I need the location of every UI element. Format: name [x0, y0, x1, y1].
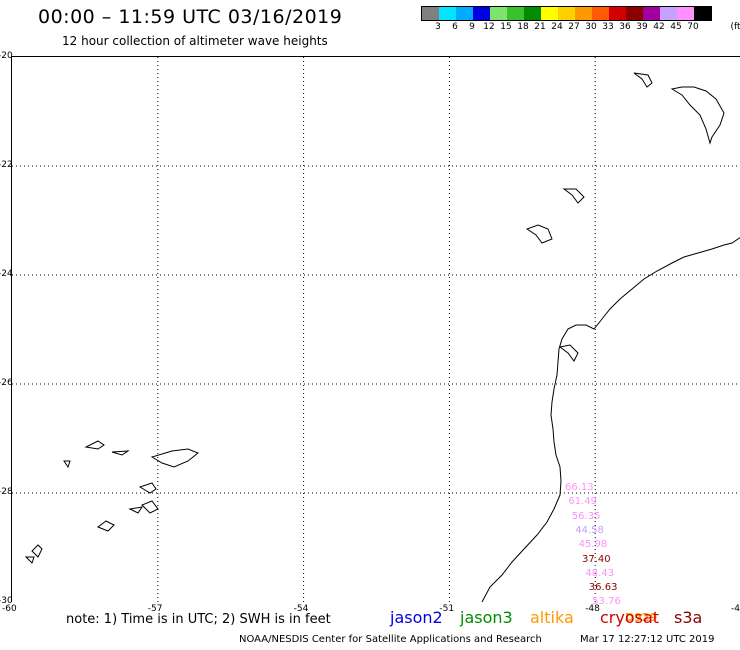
longitude-label: -48 — [585, 604, 600, 614]
footer-timestamp: Mar 17 12:27:12 UTC 2019 — [580, 634, 715, 645]
colorbar-swatch — [592, 7, 609, 20]
colorbar-tick-label: 30 — [585, 22, 597, 32]
wave-height-label: 36.63 — [588, 582, 618, 594]
coastline-segment — [111, 450, 130, 456]
colorbar-swatch — [643, 7, 660, 20]
colorbar-swatch — [422, 7, 439, 20]
wave-height-label: 44.58 — [575, 524, 604, 536]
colorbar-swatch — [439, 7, 456, 20]
footer-note: note: 1) Time is in UTC; 2) SWH is in fe… — [66, 612, 331, 627]
colorbar-swatch — [677, 7, 694, 20]
colorbar-swatch — [575, 7, 592, 20]
latitude-label: -22 — [0, 160, 13, 170]
colorbar-swatch — [626, 7, 643, 20]
colorbar-tick-label: 9 — [469, 22, 475, 32]
colorbar-swatch — [524, 7, 541, 20]
colorbar-swatch — [507, 7, 524, 20]
colorbar-tick-label: 21 — [534, 22, 546, 32]
colorbar-tick-label: 18 — [517, 22, 529, 32]
wave-height-label: 61.49 — [568, 496, 598, 508]
colorbar-tick-label: 33 — [602, 22, 614, 32]
map-panel: -20 -22 -24 -26 -28 -30 -60 -57 -54 -51 -48 -45 66… — [0, 51, 740, 624]
colorbar-swatch — [558, 7, 575, 20]
coastline-segment — [150, 448, 199, 468]
colorbar-swatch — [694, 7, 711, 20]
colorbar-unit-label: (ft) — [730, 22, 740, 32]
colorbar-swatch — [490, 7, 507, 20]
wave-height-label: 37.40 — [582, 553, 611, 565]
colorbar-swatch — [541, 7, 558, 20]
coastline-segment — [96, 520, 115, 532]
coastline-segment — [128, 506, 144, 514]
wave-height-label: 48.43 — [585, 567, 615, 579]
satellite-legend-item: jason2 — [390, 608, 443, 627]
latitude-label: -28 — [0, 487, 13, 497]
satellite-legend-item: jason3 — [460, 608, 513, 627]
longitude-label: -57 — [147, 604, 163, 614]
longitude-label: -51 — [439, 604, 455, 614]
latitude-label: -24 — [0, 269, 13, 279]
coastline-segment — [481, 237, 740, 603]
colorbar-tick-label: 39 — [636, 22, 648, 32]
wave-height-label: D929 — [625, 610, 658, 624]
coastline-segment — [562, 188, 585, 204]
latitude-label: -26 — [0, 378, 13, 388]
map-grid — [12, 57, 740, 602]
satellite-legend-item: cryosat — [600, 608, 660, 627]
coastline — [24, 72, 740, 603]
coastline-segment — [63, 460, 71, 469]
colorbar-tick-label: 3 — [435, 22, 441, 32]
wave-height-label: 56.35 — [571, 510, 601, 522]
wave-height-colorbar — [421, 6, 712, 21]
satellite-legend-item: altika — [530, 608, 574, 627]
colorbar-swatch — [609, 7, 626, 20]
map-canvas — [12, 57, 740, 603]
coastline-segment — [670, 86, 725, 145]
colorbar-tick-label: 6 — [452, 22, 458, 32]
colorbar-tick-label: 42 — [653, 22, 665, 32]
coastline-segment — [525, 224, 553, 244]
coastline-segment — [558, 344, 579, 362]
colorbar-tick-label: 36 — [619, 22, 631, 32]
latitude-label: -20 — [0, 51, 13, 61]
coastline-segment — [84, 440, 105, 450]
footer-credit: NOAA/NESDIS Center for Satellite Applica… — [239, 634, 542, 645]
colorbar-tick-label: 12 — [483, 22, 495, 32]
coastline-segment — [31, 544, 43, 558]
longitude-label: -60 — [2, 604, 17, 614]
longitude-label: -54 — [293, 604, 309, 614]
wave-height-label: 66.13 — [565, 482, 594, 493]
colorbar-swatch — [456, 7, 473, 20]
coastline-segment — [24, 556, 35, 564]
latitude-label: -30 — [0, 596, 13, 606]
wave-height-label: 53.76 — [592, 596, 621, 608]
colorbar-swatch — [660, 7, 677, 20]
colorbar-tick-label: 24 — [551, 22, 563, 32]
colorbar-swatch — [473, 7, 490, 20]
satellite-legend-item: s3a — [674, 608, 703, 627]
longitude-label: -45 — [731, 604, 740, 614]
colorbar-tick-label: 27 — [568, 22, 580, 32]
page-title: 00:00 – 11:59 UTC 03/16/2019 — [38, 6, 343, 28]
colorbar-tick-label: 70 — [687, 22, 699, 32]
coastline-segment — [633, 72, 653, 88]
coastline-segment — [138, 482, 157, 494]
colorbar-tick-label: 45 — [670, 22, 682, 32]
wave-height-label: 45.98 — [578, 539, 608, 551]
coastline-segment — [141, 500, 159, 514]
colorbar-tick-label: 15 — [500, 22, 512, 32]
page-subtitle: 12 hour collection of altimeter wave hei… — [62, 34, 328, 48]
